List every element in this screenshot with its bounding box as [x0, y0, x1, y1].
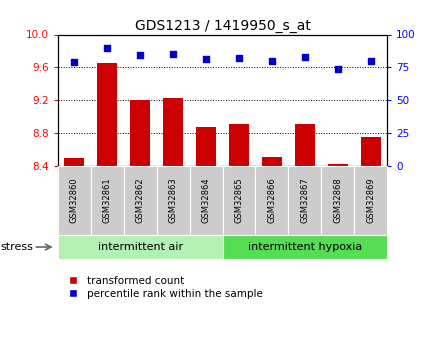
Text: GSM32860: GSM32860	[70, 177, 79, 223]
Text: GSM32867: GSM32867	[300, 177, 309, 223]
Point	[334, 66, 341, 71]
Point	[71, 59, 78, 65]
Point	[235, 55, 243, 61]
Point	[268, 58, 275, 63]
Text: GSM32863: GSM32863	[169, 177, 178, 223]
Point	[202, 57, 210, 62]
Text: intermittent hypoxia: intermittent hypoxia	[248, 242, 362, 252]
Bar	[65, 158, 84, 166]
Bar	[361, 137, 380, 166]
Text: GSM32866: GSM32866	[267, 177, 276, 223]
Point	[137, 53, 144, 58]
Bar	[163, 98, 183, 166]
Bar	[229, 124, 249, 166]
Point	[170, 51, 177, 57]
Text: intermittent air: intermittent air	[97, 242, 183, 252]
Text: GSM32868: GSM32868	[333, 177, 342, 223]
Bar	[328, 164, 348, 166]
Point	[367, 58, 374, 63]
Text: GSM32861: GSM32861	[103, 177, 112, 223]
Legend: transformed count, percentile rank within the sample: transformed count, percentile rank withi…	[63, 276, 263, 299]
Bar	[262, 157, 282, 166]
Bar	[130, 100, 150, 166]
Text: GSM32869: GSM32869	[366, 177, 375, 223]
Point	[104, 45, 111, 50]
Text: GSM32865: GSM32865	[235, 177, 243, 223]
Bar	[295, 124, 315, 166]
Bar	[196, 127, 216, 166]
Text: GSM32862: GSM32862	[136, 177, 145, 223]
Bar	[97, 63, 117, 166]
Text: stress: stress	[1, 242, 34, 252]
Point	[301, 54, 308, 60]
Title: GDS1213 / 1419950_s_at: GDS1213 / 1419950_s_at	[134, 19, 311, 33]
Text: GSM32864: GSM32864	[202, 177, 210, 223]
